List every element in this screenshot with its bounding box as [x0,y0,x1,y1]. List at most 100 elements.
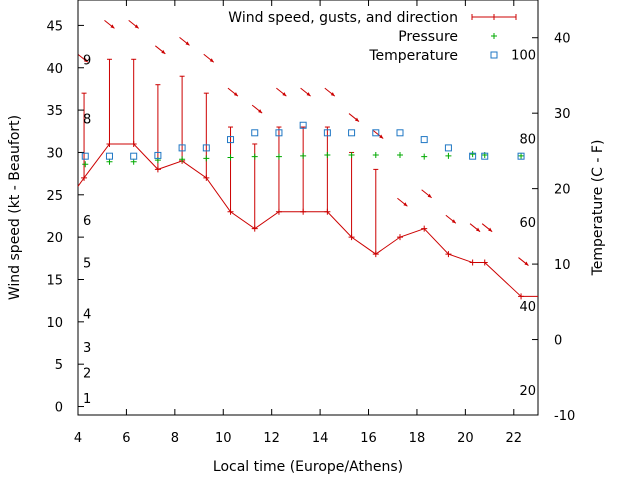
temperature-point [275,129,283,137]
wind-direction-arrowhead [379,134,384,139]
x-tick-label: 12 [263,431,280,446]
pressure-point [251,153,258,160]
wind-speed-point [81,174,88,181]
temperature-point [420,136,428,144]
x-tick-label: 20 [457,431,474,446]
temperature-point [372,129,380,137]
legend-label: Temperature [368,48,458,64]
pressure-point [324,151,331,158]
wind-speed-point [324,208,331,215]
wind-speed-point [518,293,525,300]
y-tick-label: 25 [46,189,63,204]
temperature-point [444,144,452,152]
temperature-point [323,129,331,137]
wind-direction-arrowhead [161,49,166,54]
pressure-point [372,151,379,158]
wind-speed-point [227,208,234,215]
fahrenheit-label: 20 [519,384,536,399]
temperature-point [251,129,259,137]
wind-speed-point [372,251,379,258]
temperature-point [481,152,489,160]
plot-frame [77,0,539,416]
y2-tick-label: 20 [554,183,571,198]
wind-direction-arrowhead [355,117,359,122]
wind-direction-arrowhead [209,58,214,63]
wind-direction-arrowhead [83,58,88,63]
beaufort-label: 1 [83,392,91,407]
pressure-point [130,158,137,165]
wind-speed-point [469,259,476,266]
wind-direction-arrowhead [476,227,481,232]
beaufort-label: 9 [83,53,91,68]
pressure-point [106,158,113,165]
x-axis-title: Local time (Europe/Athens) [213,459,403,475]
wind-direction-arrowhead [185,41,190,46]
wind-speed-point [203,174,210,181]
x-tick-label: 4 [74,431,82,446]
y2-tick-label: 10 [554,258,571,273]
wind-arrows-layer [77,20,529,266]
pressure-point [82,161,89,168]
wind-speed-point [106,140,113,147]
x-tick-label: 18 [409,431,426,446]
x-tick-label: 6 [122,431,130,446]
y-tick-label: 5 [55,358,63,373]
wind-direction-arrowhead [524,261,529,266]
fahrenheit-label: 80 [519,132,536,147]
temperature-point [299,121,307,129]
gust-bars-layer [81,58,379,255]
pressure-point [348,151,355,158]
temperature-point [348,129,356,137]
pressure-point [300,152,307,159]
legend-swatch-square [490,51,498,59]
wind-speed-point [275,208,282,215]
beaufort-label: 4 [83,307,91,322]
wind-direction-arrowhead [403,202,408,207]
temperature-point [396,129,404,137]
y2-tick-label: 30 [554,107,571,122]
temperature-point [105,152,113,160]
y-tick-label: 0 [55,401,63,416]
wind-speed-point [481,259,488,266]
wind-direction-arrowhead [134,24,139,29]
pressure-point [518,152,525,159]
pressure-point [179,156,186,163]
beaufort-label: 2 [83,367,91,382]
wind-speed-point [154,166,161,173]
y2-tick-label: -10 [554,409,575,424]
wind-speed-point [130,140,137,147]
temperature-point [130,152,138,160]
ticks-layer: 4 6 8 10 12 14 16 18 20 22051015202530354045-1001… [46,0,575,446]
wind-direction-arrowhead [427,193,432,198]
legend-layer: Wind speed, gusts, and direction Pressure… [228,10,517,64]
y2-axis-title: Temperature (C - F) [590,140,606,277]
wind-direction-arrowhead [306,92,311,97]
wind-direction-arrowhead [258,109,263,114]
temperature-point [469,152,477,160]
legend-label: Wind speed, gusts, and direction [228,10,458,26]
x-tick-label: 14 [312,431,329,446]
temperature-point [517,152,525,160]
legend-swatch-plus [491,33,497,39]
pressure-point [275,153,282,160]
wind-speed-point [397,234,403,241]
temperature-point [227,136,235,144]
y-tick-label: 40 [46,62,63,77]
y2-tick-label: 0 [554,334,562,349]
legend-label: Pressure [398,29,458,45]
beaufort-label: 6 [83,214,91,229]
x-tick-label: 8 [171,431,179,446]
wind-speed-line-start [77,177,85,187]
beaufort-label: 5 [83,257,91,272]
wind-speed-line [83,143,522,297]
pressure-point [469,151,476,158]
temperature-point [178,144,186,152]
y-tick-label: 15 [46,273,63,288]
beaufort-label: 8 [83,113,91,128]
wind-direction-arrowhead [282,92,287,97]
x-tick-label: 10 [215,431,232,446]
beaufort-label: 3 [83,341,91,356]
pressure-point [227,154,234,161]
wind-speed-point [421,225,428,232]
